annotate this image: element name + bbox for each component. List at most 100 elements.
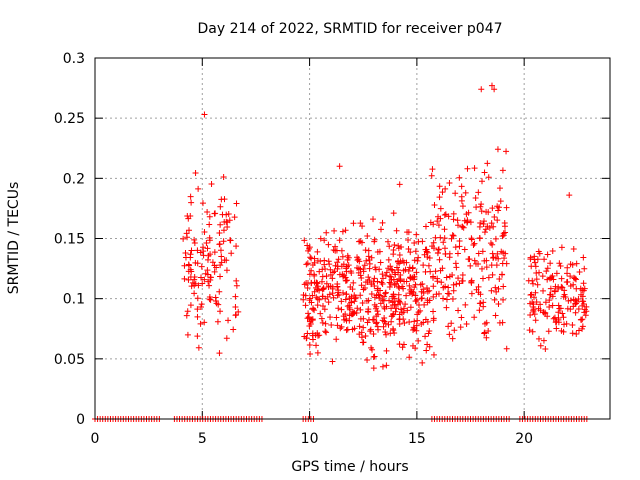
data-point xyxy=(379,281,386,288)
data-point xyxy=(359,223,366,230)
data-point xyxy=(383,269,390,276)
data-point xyxy=(339,271,346,278)
data-point xyxy=(194,306,201,313)
data-point xyxy=(335,305,342,312)
data-point xyxy=(382,272,389,279)
data-point xyxy=(573,330,580,337)
data-point xyxy=(582,312,589,319)
data-point xyxy=(319,286,326,293)
data-point xyxy=(413,231,420,238)
data-point xyxy=(471,240,478,247)
data-point xyxy=(442,185,449,192)
data-point xyxy=(481,330,488,337)
data-point xyxy=(423,246,430,253)
data-point xyxy=(468,290,475,297)
y-tick-label: 0.1 xyxy=(63,292,85,308)
data-point xyxy=(449,335,456,342)
data-point xyxy=(207,296,214,303)
data-point xyxy=(331,227,338,234)
data-point xyxy=(342,296,349,303)
data-point xyxy=(307,254,314,261)
data-point xyxy=(496,276,503,283)
data-point xyxy=(365,316,372,323)
data-point xyxy=(314,295,321,302)
data-point xyxy=(390,276,397,283)
data-point xyxy=(335,291,342,298)
y-tick-label: 0.05 xyxy=(54,352,85,368)
x-tick-label: 0 xyxy=(91,431,100,447)
data-point xyxy=(542,299,549,306)
data-point xyxy=(187,254,194,261)
data-point xyxy=(329,275,336,282)
data-point xyxy=(213,300,220,307)
x-tick-label: 5 xyxy=(198,431,207,447)
data-point xyxy=(435,222,442,229)
data-point xyxy=(357,266,364,273)
data-point xyxy=(397,258,404,265)
data-point xyxy=(387,273,394,280)
data-point xyxy=(551,287,558,294)
data-point xyxy=(453,264,460,271)
plot-frame xyxy=(94,57,611,420)
data-point xyxy=(405,236,412,243)
data-point xyxy=(188,199,195,206)
data-point xyxy=(461,217,468,224)
data-point xyxy=(220,238,227,245)
data-point xyxy=(579,302,586,309)
data-point xyxy=(397,276,404,283)
data-point xyxy=(479,275,486,282)
data-point xyxy=(437,205,444,212)
data-point xyxy=(481,257,488,264)
data-point xyxy=(373,319,380,326)
data-point xyxy=(488,287,495,294)
grid-lines xyxy=(95,58,610,419)
data-point xyxy=(348,293,355,300)
y-tick-label: 0.25 xyxy=(54,111,85,127)
data-point xyxy=(456,238,463,245)
data-point xyxy=(344,252,351,259)
data-point xyxy=(391,295,398,302)
data-point xyxy=(476,307,483,314)
data-point xyxy=(531,311,538,318)
data-point xyxy=(485,174,492,181)
data-point xyxy=(201,319,208,326)
data-point xyxy=(370,330,377,337)
data-point xyxy=(412,248,419,255)
data-point xyxy=(564,264,571,271)
data-point xyxy=(407,304,414,311)
data-point xyxy=(404,307,411,314)
data-point xyxy=(343,268,350,275)
data-point xyxy=(309,317,316,324)
data-point xyxy=(537,301,544,308)
data-point xyxy=(217,247,224,254)
data-point xyxy=(488,82,495,89)
data-point xyxy=(481,320,488,327)
data-point xyxy=(537,307,544,314)
data-point xyxy=(314,332,321,339)
data-point xyxy=(393,280,400,287)
data-point xyxy=(379,363,386,370)
data-point xyxy=(434,278,441,285)
data-point xyxy=(212,210,219,217)
data-point xyxy=(464,165,471,172)
data-point xyxy=(455,222,462,229)
data-point xyxy=(204,208,211,215)
data-point xyxy=(579,323,586,330)
data-point xyxy=(181,275,188,282)
data-point xyxy=(333,314,340,321)
data-point xyxy=(323,273,330,280)
data-point xyxy=(481,329,488,336)
data-point xyxy=(456,280,463,287)
data-point xyxy=(309,332,316,339)
data-point xyxy=(346,312,353,319)
data-point xyxy=(455,275,462,282)
data-point xyxy=(479,178,486,185)
data-point xyxy=(309,306,316,313)
data-point xyxy=(487,240,494,247)
data-point xyxy=(181,262,188,269)
data-point xyxy=(342,227,349,234)
data-point xyxy=(311,307,318,314)
data-point xyxy=(539,273,546,280)
data-point xyxy=(357,306,364,313)
data-point xyxy=(414,257,421,264)
